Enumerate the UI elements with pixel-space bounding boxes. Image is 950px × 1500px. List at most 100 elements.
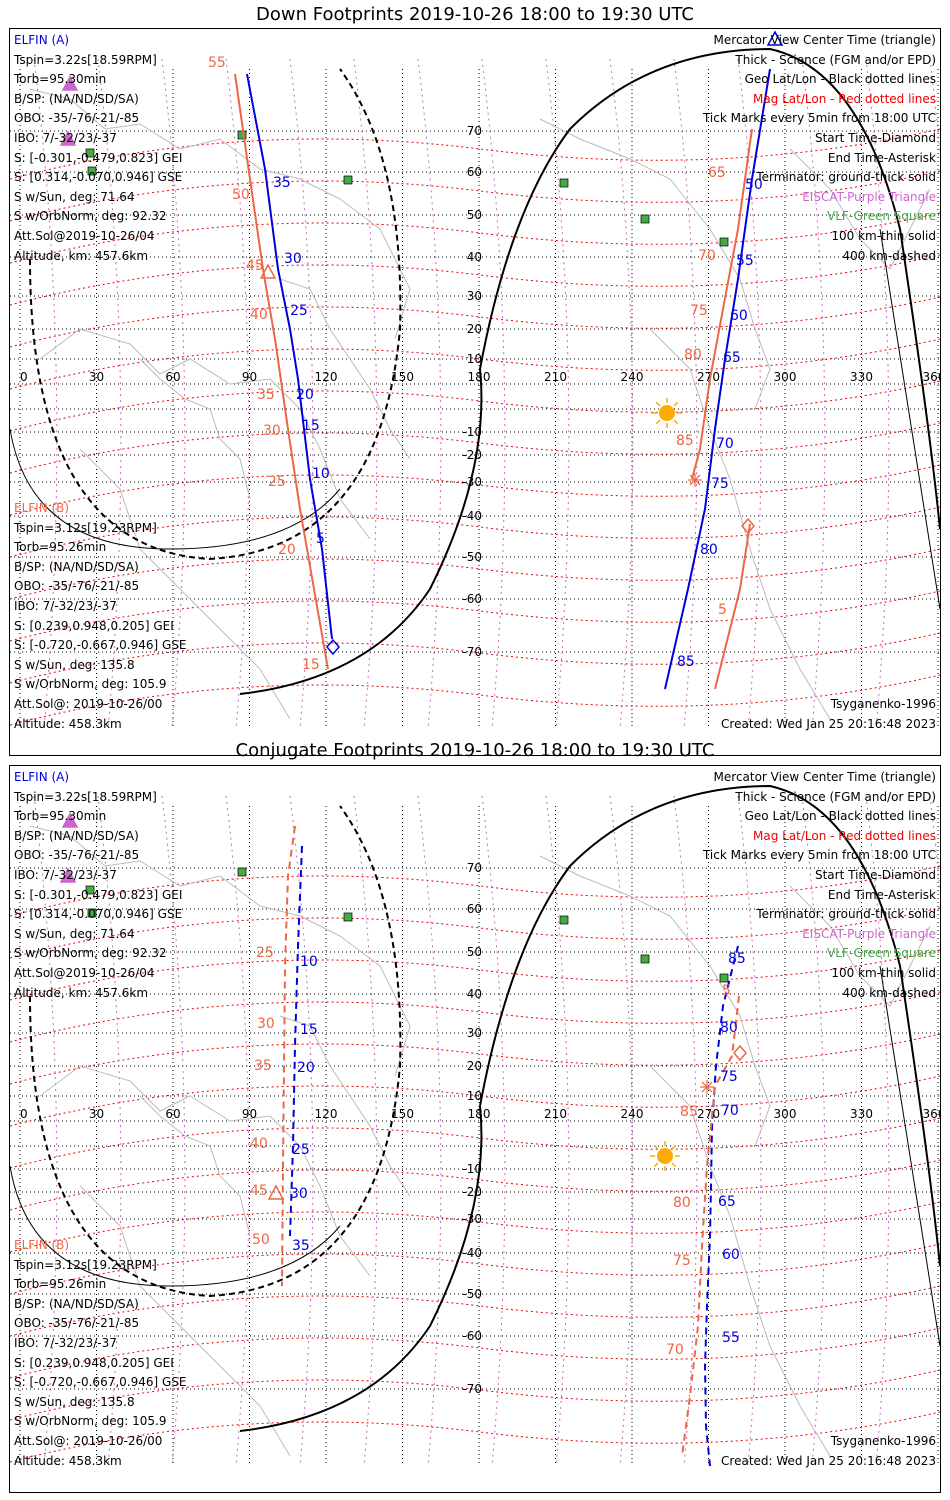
elfin-a-line: OBO: -35/-76/-21/-85 bbox=[14, 111, 140, 126]
latitude-label: 10 bbox=[467, 1089, 482, 1103]
mag-latitude-line bbox=[10, 170, 940, 222]
legend: Mercator View Center Time (triangle) Thi… bbox=[703, 31, 936, 266]
track-tick-label: 80 bbox=[684, 347, 702, 363]
elfin-b-line: B/SP: (NA/ND/SD/SA) bbox=[14, 1296, 139, 1311]
track-tick-label: 50 bbox=[252, 1232, 270, 1248]
track-tick-label: 5 bbox=[718, 602, 727, 618]
track-tick-label: 60 bbox=[730, 308, 748, 324]
coastline bbox=[39, 1065, 371, 1277]
legend-item: Thick - Science (FGM and/or EPD) bbox=[735, 52, 936, 67]
mag-latitude-line bbox=[10, 338, 940, 390]
longitude-label: 300 bbox=[774, 370, 797, 384]
legend-item: VLF-Green Square bbox=[827, 209, 936, 224]
track-tick-label: 70 bbox=[666, 1342, 684, 1358]
longitude-label: 30 bbox=[89, 1107, 104, 1121]
longitude-label: 240 bbox=[621, 370, 644, 384]
top-panel-title: Down Footprints 2019-10-26 18:00 to 19:3… bbox=[256, 4, 694, 25]
elfin-b-line: S w/Sun, deg: 135.8 bbox=[14, 1394, 135, 1409]
elfin-b-line: Att.Sol@: 2019-10-26/00 bbox=[14, 696, 163, 711]
elfin-b-line: S w/OrbNorm, deg: 105.9 bbox=[14, 677, 167, 692]
elfin-a-line: S w/Sun, deg: 71.64 bbox=[14, 926, 135, 941]
mag-longitude-line bbox=[481, 795, 506, 1467]
longitude-label: 360 bbox=[923, 1107, 940, 1121]
latitude-label: 50 bbox=[467, 945, 482, 959]
elfin-a-line: B/SP: (NA/ND/SD/SA) bbox=[14, 828, 139, 843]
legend-item: Start Time-Diamond bbox=[814, 867, 936, 882]
elfin-b-line: Altitude: 458.3km bbox=[14, 1453, 122, 1468]
sun-ray bbox=[653, 1144, 659, 1150]
coastline bbox=[79, 448, 291, 720]
elfin-b-line: Altitude: 458.3km bbox=[14, 716, 122, 731]
elfin-a-line: Tspin=3.22s[18.59RPM] bbox=[14, 789, 157, 804]
track-tick-label: 35 bbox=[273, 175, 291, 191]
coastline bbox=[29, 88, 411, 340]
track-tick-label: 80 bbox=[673, 1195, 691, 1211]
vlf-station-square bbox=[343, 175, 353, 185]
mag-latitude-line bbox=[10, 865, 940, 917]
track-tick-label: 75 bbox=[690, 303, 708, 319]
elfin-a-line: S: [-0.301,-0.479,0.823] GEI bbox=[14, 150, 183, 165]
mag-latitude-line bbox=[10, 1117, 940, 1169]
longitude-label: 360 bbox=[923, 370, 940, 384]
legend-item: Start Time-Diamond bbox=[814, 130, 936, 145]
coastline bbox=[789, 885, 931, 1007]
bottom-panel-title: Conjugate Footprints 2019-10-26 18:00 to… bbox=[235, 740, 715, 761]
track-tick-label: 85 bbox=[680, 1104, 698, 1120]
elfin-b-line: S: [-0.720,-0.667,0.946] GSE bbox=[14, 1375, 187, 1390]
track-tick-label: 35 bbox=[292, 1238, 310, 1254]
longitude-label: 270 bbox=[697, 370, 720, 384]
terminator-ground bbox=[239, 47, 940, 695]
legend-item: Mercator View Center Time (triangle) bbox=[713, 770, 936, 784]
elfin-a-line: B/SP: (NA/ND/SD/SA) bbox=[14, 91, 139, 106]
mag-longitude-line bbox=[481, 58, 506, 730]
elfin-b-line: S: [-0.720,-0.667,0.946] GSE bbox=[14, 638, 187, 653]
elfin-a-line: S: [0.314,-0.070,0.946] GSE bbox=[14, 907, 183, 922]
model-name: Tsyganenko-1996 bbox=[830, 697, 936, 711]
vlf-station-square bbox=[87, 166, 97, 176]
vlf-station-square bbox=[559, 178, 569, 188]
legend-item: 400 km-dashed bbox=[842, 985, 936, 1000]
elfin-b-line: Tspin=3.12s[19.23RPM] bbox=[14, 1257, 157, 1272]
mag-latitude-line bbox=[10, 422, 940, 474]
coastline bbox=[139, 1095, 251, 1237]
mag-latitude-line bbox=[10, 632, 940, 684]
legend-item: EISCAT-Purple Triangle bbox=[802, 189, 936, 204]
elfin-b-line: Torb=95.26min bbox=[14, 540, 107, 555]
mag-latitude-line bbox=[10, 1159, 940, 1211]
elfin-b-info: ELFIN (B) Tspin=3.12s[19.23RPM] Torb=95.… bbox=[14, 1236, 187, 1471]
mag-latitude-line bbox=[10, 1243, 940, 1295]
latitude-label: 20 bbox=[467, 322, 482, 336]
latitude-label: 40 bbox=[467, 987, 482, 1001]
elfin-a-line: OBO: -35/-76/-21/-85 bbox=[14, 848, 140, 863]
legend-item: EISCAT-Purple Triangle bbox=[802, 926, 936, 941]
latitude-label: 70 bbox=[467, 861, 482, 875]
footprint-track bbox=[691, 128, 753, 480]
elfin-b-line: Torb=95.26min bbox=[14, 1277, 107, 1292]
longitude-label: 0 bbox=[20, 1107, 28, 1121]
track-tick-label: 60 bbox=[722, 1247, 740, 1263]
track-tick-label: 80 bbox=[720, 1020, 738, 1036]
longitude-label: 90 bbox=[242, 370, 257, 384]
center-time-triangle bbox=[59, 867, 77, 883]
footprint-track bbox=[664, 68, 771, 690]
footprint-track bbox=[714, 523, 751, 690]
mag-longitude-line bbox=[353, 58, 378, 730]
footprint-track bbox=[289, 845, 303, 1237]
latitude-label: -20 bbox=[462, 448, 482, 462]
latitude-label: -10 bbox=[462, 1162, 482, 1176]
track-tick-label: 25 bbox=[292, 1142, 310, 1158]
latitude-label: 20 bbox=[467, 1059, 482, 1073]
elfin-a-line: S: [0.314,-0.070,0.946] GSE bbox=[14, 170, 183, 185]
mag-longitude-line bbox=[673, 58, 698, 730]
track-tick-label: 40 bbox=[250, 1136, 268, 1152]
track-tick-label: 80 bbox=[700, 542, 718, 558]
elfin-a-line: Att.Sol@2019-10-26/04 bbox=[14, 228, 155, 243]
coastline bbox=[29, 825, 411, 1077]
latitude-label: -20 bbox=[462, 1185, 482, 1199]
sun-ray bbox=[673, 401, 679, 407]
legend-item: Geo Lat/Lon - Black dotted lines bbox=[744, 72, 936, 87]
track-tick-label: 85 bbox=[728, 951, 746, 967]
track-tick-label: 75 bbox=[711, 476, 729, 492]
mag-latitude-line bbox=[10, 1327, 940, 1379]
sun-ray bbox=[653, 1162, 659, 1168]
